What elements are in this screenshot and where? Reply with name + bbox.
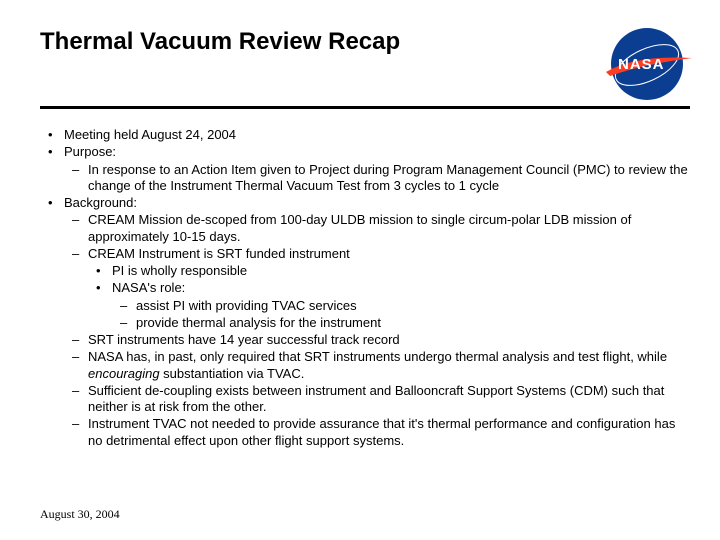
list-item: provide thermal analysis for the instrum… bbox=[118, 315, 690, 331]
list-item: PI is wholly responsible bbox=[94, 263, 690, 279]
content-body: Meeting held August 24, 2004Purpose: In r… bbox=[0, 109, 720, 449]
nasa-logo: NASA bbox=[604, 28, 690, 98]
list-item: Meeting held August 24, 2004 bbox=[46, 127, 690, 143]
bullet-list: Meeting held August 24, 2004Purpose: In r… bbox=[46, 127, 690, 449]
list-item: NASA's role: bbox=[94, 280, 690, 296]
list-item: CREAM Mission de-scoped from 100-day ULD… bbox=[70, 212, 690, 245]
page-title: Thermal Vacuum Review Recap bbox=[40, 28, 604, 56]
list-item: NASA has, in past, only required that SR… bbox=[70, 349, 690, 382]
list-item: In response to an Action Item given to P… bbox=[70, 162, 690, 195]
list-item: Background: bbox=[46, 195, 690, 211]
nasa-logo-text: NASA bbox=[618, 56, 665, 73]
list-item-text: NASA has, in past, only required that SR… bbox=[88, 349, 667, 364]
list-item: CREAM Instrument is SRT funded instrumen… bbox=[70, 246, 690, 262]
list-item: Instrument TVAC not needed to provide as… bbox=[70, 416, 690, 449]
list-item: Sufficient de-coupling exists between in… bbox=[70, 383, 690, 416]
list-item: SRT instruments have 14 year successful … bbox=[70, 332, 690, 348]
list-item: assist PI with providing TVAC services bbox=[118, 298, 690, 314]
header: Thermal Vacuum Review Recap NASA bbox=[0, 0, 720, 98]
list-item: Purpose: bbox=[46, 144, 690, 160]
list-item-text: substantiation via TVAC. bbox=[160, 366, 305, 381]
list-item-text-italic: encouraging bbox=[88, 366, 160, 381]
footer-date: August 30, 2004 bbox=[40, 507, 120, 522]
